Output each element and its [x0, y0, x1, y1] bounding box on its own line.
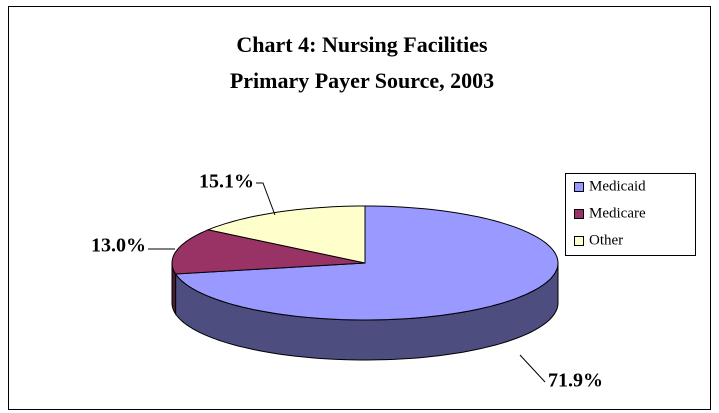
slice [171, 229, 366, 275]
data-label: 15.1% [199, 171, 254, 193]
legend-label: Medicare [589, 205, 646, 221]
chart-subtitle: Primary Payer Source, 2003 [230, 68, 494, 93]
legend-swatch [574, 182, 584, 192]
chart-title: Chart 4: Nursing Facilities [236, 32, 488, 57]
slice [206, 205, 366, 264]
legend-swatch [574, 209, 584, 219]
data-label: 13.0% [91, 235, 146, 257]
legend-box [565, 173, 696, 256]
legend-label: Medicaid [589, 178, 646, 194]
legend-label: Other [589, 232, 623, 248]
data-label: 71.9% [548, 370, 603, 392]
legend-swatch [574, 236, 584, 246]
leader-line [519, 354, 546, 383]
leader-line [256, 182, 276, 216]
slice [174, 205, 559, 321]
